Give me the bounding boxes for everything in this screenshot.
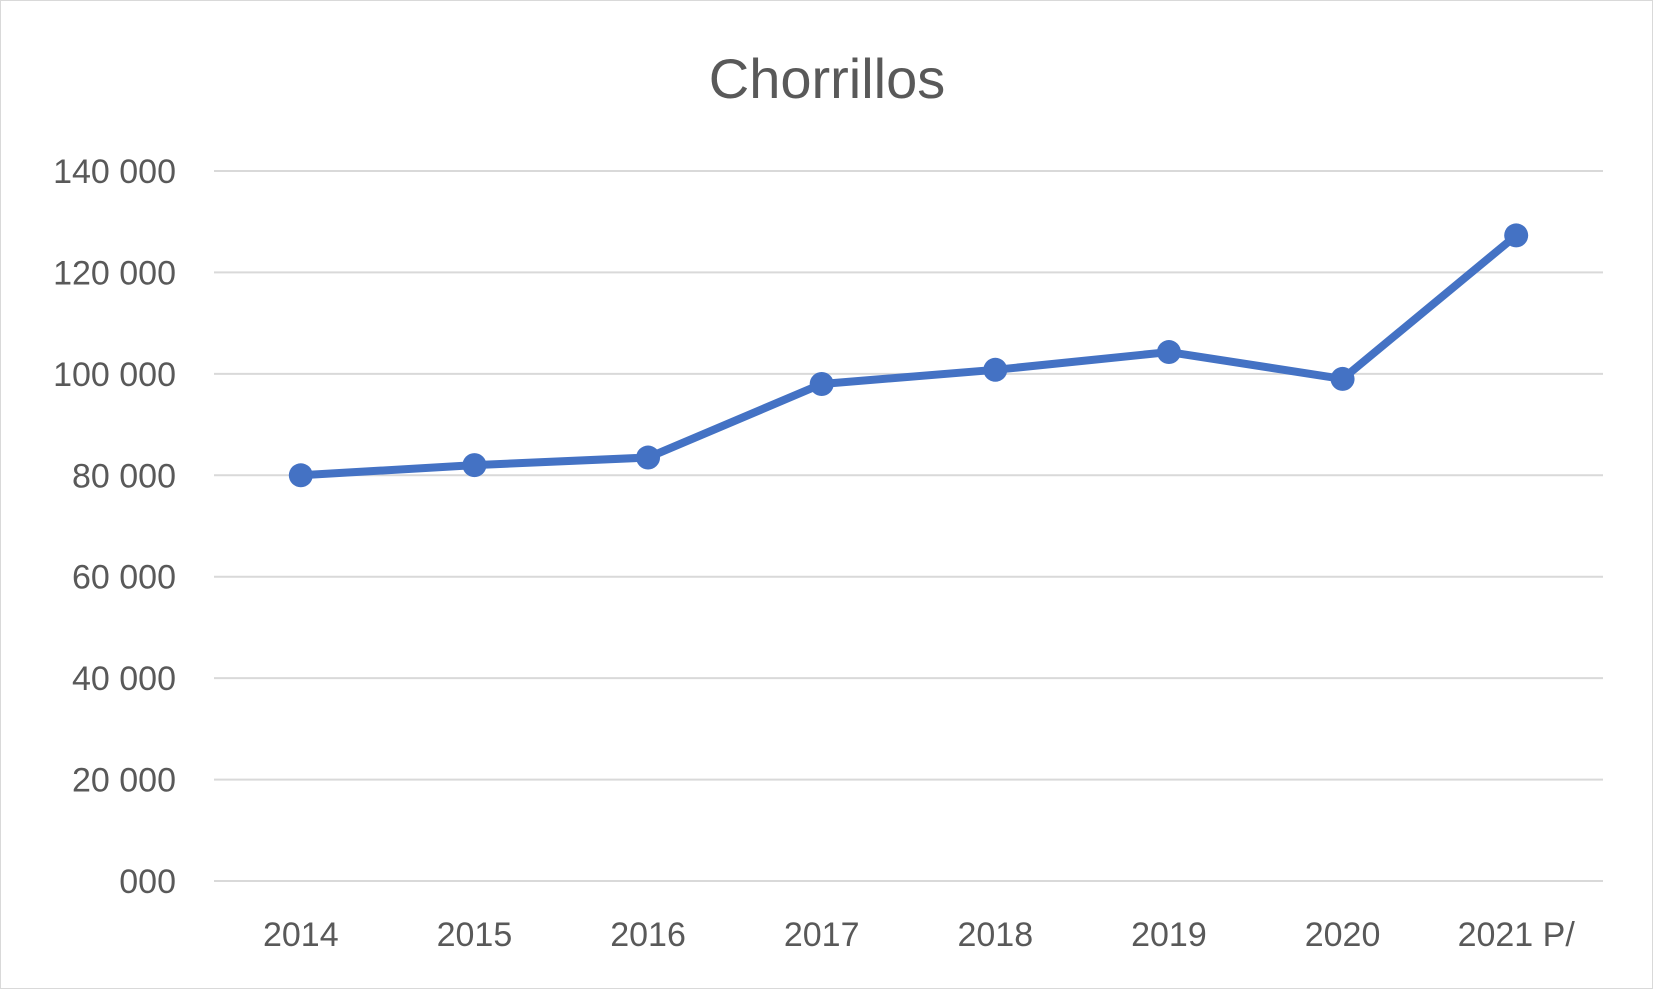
series-layer xyxy=(288,223,1529,488)
x-tick-label: 2015 xyxy=(437,916,513,954)
x-tick-label: 2019 xyxy=(1131,916,1207,954)
series-line xyxy=(296,231,1521,480)
x-tick-label: 2018 xyxy=(957,916,1033,954)
data-point xyxy=(636,445,661,470)
data-point xyxy=(288,463,313,488)
y-tick-label: 120 000 xyxy=(53,254,176,292)
data-point xyxy=(809,372,834,396)
y-tick-label: 140 000 xyxy=(53,153,176,191)
y-tick-label: 40 000 xyxy=(72,660,176,698)
data-point xyxy=(462,453,487,478)
y-tick-label: 80 000 xyxy=(72,457,176,495)
y-tick-label: 60 000 xyxy=(72,559,176,597)
y-axis-tick-labels: 000 20 000 40 000 60 000 80 000 100 000 120 00… xyxy=(53,153,176,901)
y-tick-label: 100 000 xyxy=(53,356,176,394)
y-tick-label: 000 xyxy=(119,863,176,901)
data-point xyxy=(1330,366,1355,391)
x-tick-label: 2020 xyxy=(1305,916,1381,954)
x-tick-label: 2021 P/ xyxy=(1458,916,1576,954)
x-tick-label: 2017 xyxy=(784,916,860,954)
x-tick-label: 2016 xyxy=(610,916,686,954)
data-point xyxy=(1156,340,1181,365)
y-tick-label: 20 000 xyxy=(72,762,176,800)
x-axis-tick-labels: 2014 2015 2016 2017 2018 2019 2020 2021 P/ xyxy=(263,916,1575,954)
data-point xyxy=(983,357,1008,382)
chart-title: Chorrillos xyxy=(709,47,946,110)
x-tick-label: 2014 xyxy=(263,916,339,954)
data-point xyxy=(1504,223,1529,248)
gridlines xyxy=(214,170,1603,882)
